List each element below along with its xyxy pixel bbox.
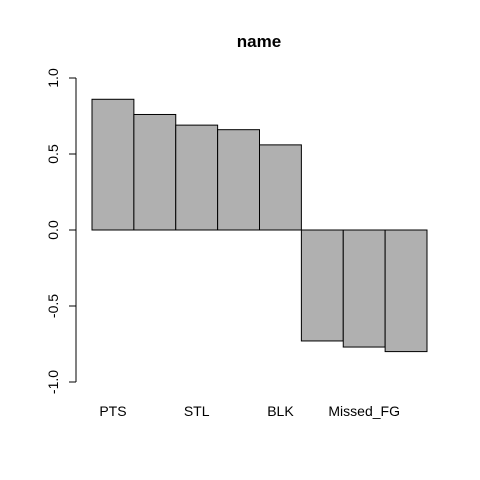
y-tick-label: 0.0	[45, 220, 61, 240]
bars	[91, 98, 428, 353]
x-tick-label: BLK	[267, 403, 294, 419]
y-tick-label: 1.0	[45, 68, 61, 88]
x-tick-label: Missed_FG	[328, 403, 400, 419]
bar	[259, 144, 302, 231]
y-tick-label: -1.0	[45, 370, 61, 394]
bar	[91, 98, 135, 231]
bar	[384, 229, 428, 353]
bar	[342, 229, 386, 348]
bar	[217, 129, 260, 231]
x-tick-label: PTS	[99, 403, 126, 419]
y-tick-label: -0.5	[45, 294, 61, 318]
bar	[300, 229, 344, 342]
x-tick-label: STL	[184, 403, 210, 419]
y-axis: -1.0 -0.5 0.0 0.5 1.0	[45, 68, 77, 394]
bar	[133, 113, 177, 231]
x-axis-labels: PTS STL BLK Missed_FG	[99, 403, 400, 419]
y-tick-label: 0.5	[45, 144, 61, 164]
bar	[175, 124, 219, 231]
chart-title: name	[237, 32, 281, 51]
